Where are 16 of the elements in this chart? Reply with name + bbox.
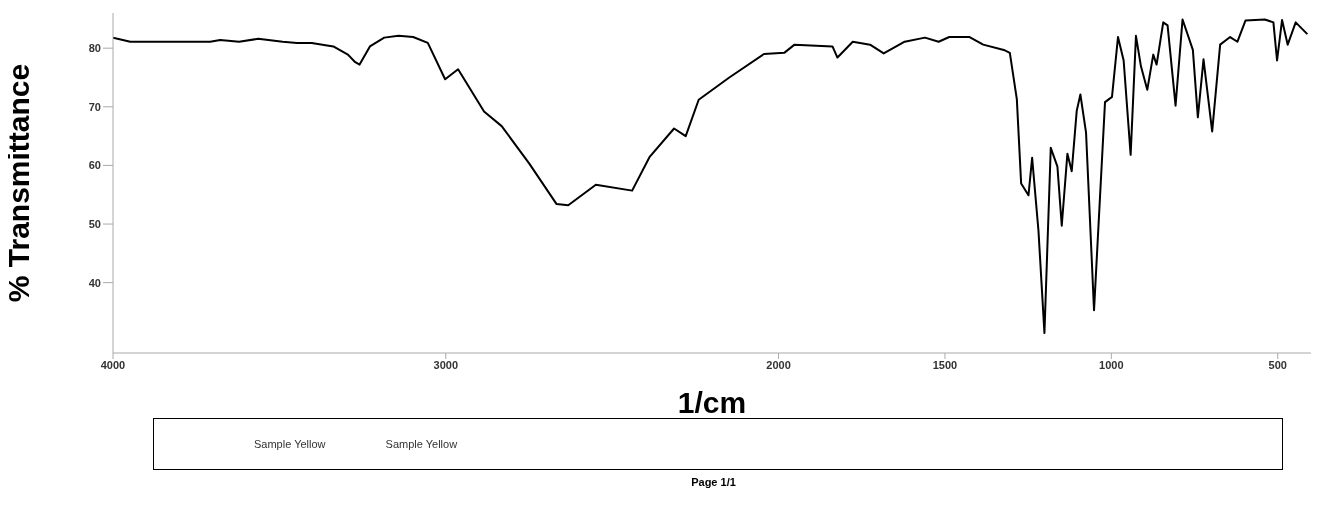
x-tick-label: 3000 — [433, 358, 459, 371]
text: Sample Yellow — [385, 438, 458, 450]
line-series — [113, 18, 1309, 335]
y-tick-label: 80 — [88, 42, 101, 55]
x-axis-title: 1/cm — [677, 386, 747, 419]
x-tick-label: 500 — [1268, 358, 1287, 371]
x-tick-label: 2000 — [766, 358, 791, 371]
x-tick-label: 1500 — [932, 358, 958, 371]
y-tick-label: 70 — [88, 100, 101, 113]
text: Page 1/1 — [691, 476, 736, 488]
y-tick-label: 50 — [88, 217, 101, 230]
x-tick-label: 4000 — [100, 358, 126, 371]
y-tick-label: 40 — [88, 276, 101, 289]
y-tick-label: 60 — [88, 159, 101, 172]
text: Sample Yellow — [254, 438, 326, 450]
x-tick-label: 1000 — [1099, 358, 1124, 371]
